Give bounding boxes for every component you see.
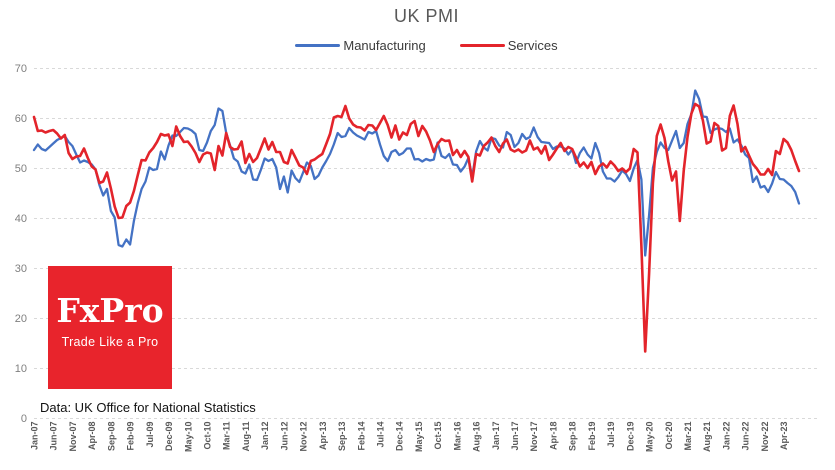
y-tick-label: 60 xyxy=(15,113,27,125)
y-tick-label: 0 xyxy=(21,413,27,425)
x-tick-label: Apr-13 xyxy=(318,422,328,451)
x-tick-label: Nov-22 xyxy=(760,422,770,452)
x-tick-label: Sep-13 xyxy=(337,422,347,452)
x-tick-label: Jul-14 xyxy=(375,422,385,448)
y-tick-label: 50 xyxy=(15,163,27,175)
x-tick-label: May-20 xyxy=(645,422,655,453)
x-tick-label: Jun-07 xyxy=(49,422,59,451)
x-tick-label: Sep-18 xyxy=(568,422,578,452)
fxpro-logo: FxPro Trade Like a Pro xyxy=(48,266,172,389)
legend: Manufacturing Services xyxy=(33,38,820,53)
manufacturing-line-swatch xyxy=(295,43,341,48)
y-tick-label: 10 xyxy=(15,363,27,375)
x-tick-label: Apr-23 xyxy=(779,422,789,451)
y-tick-label: 20 xyxy=(15,313,27,325)
x-tick-label: Oct-20 xyxy=(664,422,674,450)
x-tick-label: Jul-19 xyxy=(606,422,616,448)
y-tick-label: 30 xyxy=(15,263,27,275)
x-tick-label: Aug-16 xyxy=(472,422,482,453)
x-tick-label: Nov-12 xyxy=(299,422,309,452)
services-line-swatch xyxy=(459,43,505,48)
x-tick-label: Dec-09 xyxy=(164,422,174,452)
fxpro-logo-name: FxPro xyxy=(56,291,164,330)
x-tick-label: May-10 xyxy=(183,422,193,453)
x-tick-label: Mar-21 xyxy=(683,422,693,451)
x-tick-label: Jul-09 xyxy=(145,422,155,448)
x-tick-label: Dec-19 xyxy=(625,422,635,452)
x-tick-label: Jan-12 xyxy=(260,422,270,451)
x-tick-label: Jan-17 xyxy=(491,422,501,451)
x-tick-label: Oct-15 xyxy=(433,422,443,450)
x-tick-label: Jun-22 xyxy=(741,422,751,451)
fxpro-logo-tagline: Trade Like a Pro xyxy=(61,335,159,349)
x-tick-label: Feb-09 xyxy=(126,422,136,451)
x-tick-label: Dec-14 xyxy=(395,422,405,452)
x-tick-label: Mar-11 xyxy=(222,422,232,451)
legend-label-manufacturing: Manufacturing xyxy=(343,38,426,53)
x-tick-label: Jun-12 xyxy=(279,422,289,451)
x-tick-label: Sep-08 xyxy=(106,422,116,452)
y-tick-label: 40 xyxy=(15,213,27,225)
x-tick-label: Oct-10 xyxy=(202,422,212,450)
page-title: UK PMI xyxy=(393,6,459,26)
legend-item-manufacturing: Manufacturing xyxy=(295,38,426,53)
x-tick-label: Feb-19 xyxy=(587,422,597,451)
x-tick-label: Nov-17 xyxy=(529,422,539,452)
x-tick-label: Jun-17 xyxy=(510,422,520,451)
y-tick-label: 70 xyxy=(15,63,27,75)
x-tick-label: Apr-18 xyxy=(548,422,558,451)
manufacturing-line xyxy=(32,89,801,257)
x-tick-label: Aug-21 xyxy=(702,422,712,453)
x-tick-label: Apr-08 xyxy=(87,422,97,451)
x-tick-label: Aug-11 xyxy=(241,422,251,452)
x-tick-label: Jan-07 xyxy=(30,422,40,451)
legend-item-services: Services xyxy=(459,38,558,53)
x-tick-label: Feb-14 xyxy=(356,422,366,451)
x-tick-label: Mar-16 xyxy=(452,422,462,451)
legend-label-services: Services xyxy=(507,38,558,53)
source-note: Data: UK Office for National Statistics xyxy=(40,400,256,415)
x-tick-label: May-15 xyxy=(414,422,424,453)
x-tick-label: Jan-22 xyxy=(721,422,731,451)
x-tick-label: Nov-07 xyxy=(68,422,78,452)
services-line xyxy=(32,102,801,353)
